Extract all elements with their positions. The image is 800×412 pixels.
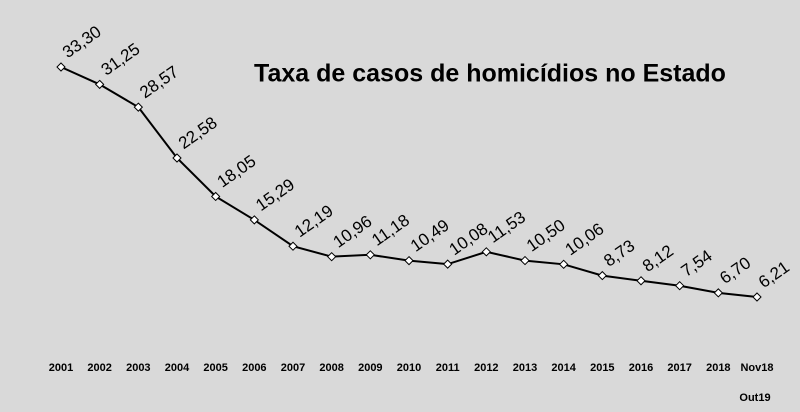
chart-title: Taxa de casos de homicídios no Estado: [254, 60, 726, 88]
value-label: 7,54: [678, 246, 716, 281]
value-label: 28,57: [136, 62, 182, 102]
value-label: 10,06: [562, 219, 608, 259]
marker: [365, 250, 376, 260]
marker: [713, 288, 724, 298]
marker: [442, 259, 453, 269]
value-label: 8,73: [600, 236, 638, 271]
marker: [558, 259, 569, 270]
x-tick-label: 2012: [474, 362, 498, 374]
x-tick-label: Nov18: [740, 362, 773, 374]
value-label: 15,29: [252, 175, 298, 215]
marker: [520, 255, 530, 266]
marker: [481, 247, 492, 257]
x-tick-label: 2008: [319, 362, 343, 374]
x-tick-label: 2001: [49, 362, 73, 374]
marker: [752, 292, 762, 302]
x-tick-label: 2018: [706, 362, 730, 374]
x-tick-label: 2017: [667, 362, 691, 374]
x-tick-label: 2014: [551, 362, 576, 374]
value-label: 33,30: [59, 22, 105, 62]
x-tick-label: 2011: [436, 362, 460, 374]
marker: [326, 251, 337, 262]
marker: [56, 62, 66, 72]
x-tick-label: 2006: [242, 362, 266, 374]
x-tick-label: 2003: [126, 362, 150, 374]
x-tick-label: 2007: [281, 362, 305, 374]
marker: [636, 276, 646, 286]
value-label: 6,70: [716, 253, 754, 288]
x-annotation: Out19: [739, 392, 770, 404]
marker: [94, 79, 105, 90]
marker: [249, 215, 260, 225]
value-label: 10,96: [330, 212, 376, 252]
value-label: 11,53: [484, 208, 529, 247]
x-tick-label: 2016: [629, 362, 653, 374]
x-tick-label: 2015: [590, 362, 614, 374]
x-tick-label: 2005: [203, 362, 227, 374]
value-label: 10,50: [523, 216, 569, 256]
marker: [210, 191, 221, 202]
x-tick-label: 2002: [87, 362, 111, 374]
marker: [133, 102, 144, 112]
marker: [172, 153, 182, 163]
value-label: 6,21: [755, 257, 793, 292]
value-label: 31,25: [98, 39, 144, 79]
x-tick-label: 2013: [513, 362, 537, 374]
marker: [288, 241, 298, 251]
value-label: 8,12: [639, 241, 677, 276]
x-tick-label: 2009: [358, 362, 382, 374]
x-tick-label: 2004: [165, 362, 190, 374]
marker: [404, 255, 414, 266]
marker: [597, 270, 608, 281]
value-label: 10,49: [407, 216, 453, 256]
value-label: 18,05: [214, 151, 260, 191]
x-tick-label: 2010: [397, 362, 421, 374]
marker: [674, 281, 685, 291]
value-label: 11,18: [368, 211, 413, 250]
value-label: 22,58: [175, 113, 221, 153]
